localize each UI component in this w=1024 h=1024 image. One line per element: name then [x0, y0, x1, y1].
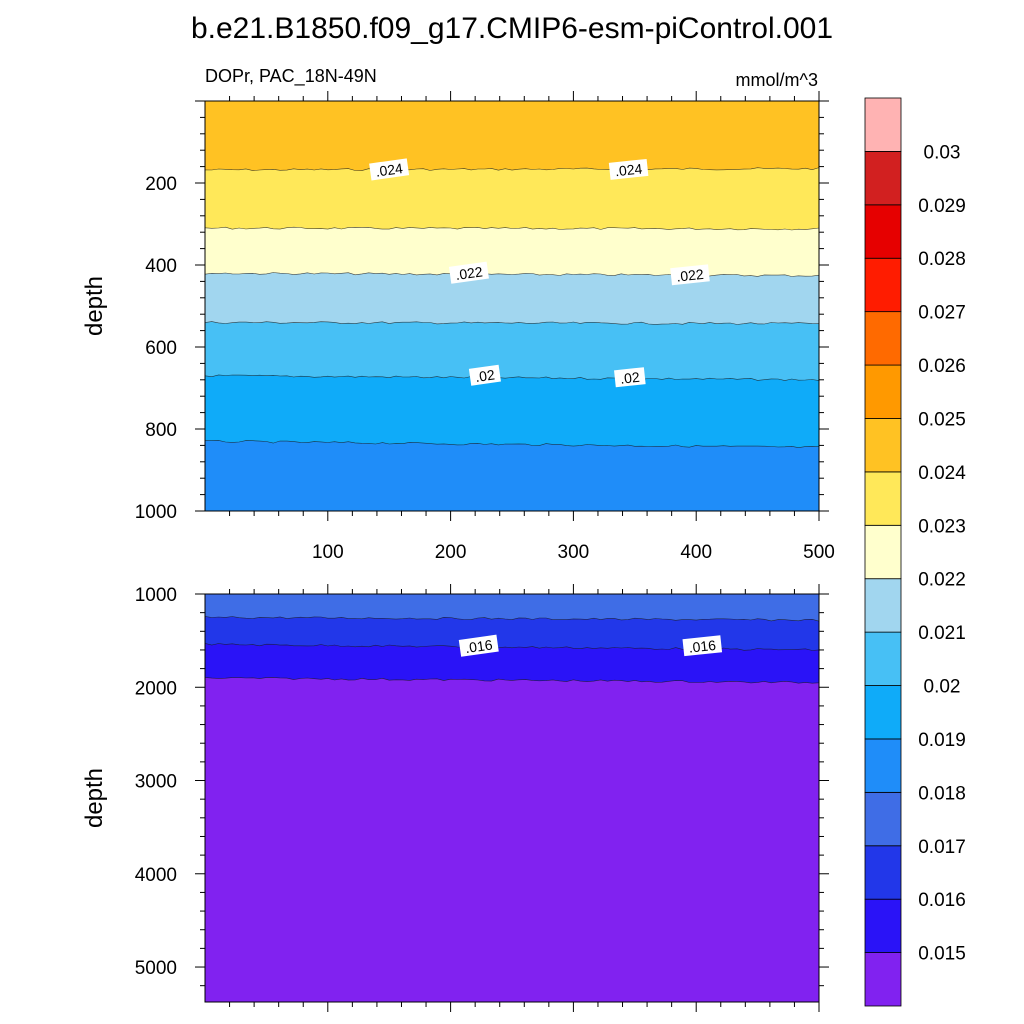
y-tick-label: 4000 [135, 865, 177, 886]
contour-band [205, 677, 819, 1002]
contour-line [204, 374, 820, 381]
colorbar-label: 0.03 [924, 142, 961, 163]
colorbar-label: 0.02 [924, 677, 961, 698]
contour-label-text: .024 [375, 160, 404, 180]
colorbar-swatch [864, 257, 902, 313]
colorbar-label: 0.017 [918, 837, 966, 858]
contour-label: .022 [448, 261, 489, 284]
units-label: mmol/m^3 [736, 70, 818, 90]
colorbar-swatch [864, 578, 902, 633]
colorbar-label: 0.016 [918, 890, 966, 911]
contour-label-box [608, 158, 649, 180]
contour-label-text: .022 [454, 263, 483, 283]
colorbar-label: 0.027 [918, 303, 966, 324]
colorbar-swatch [864, 952, 902, 1007]
contour-label-box [682, 635, 723, 657]
y-tick-label: 800 [145, 420, 177, 441]
colorbar-swatch [864, 738, 902, 793]
y-tick-label: 600 [145, 338, 177, 359]
colorbar-swatch [864, 204, 902, 259]
contour-label-box [369, 158, 410, 181]
variable-region-label: DOPr, PAC_18N-49N [205, 66, 377, 87]
contour-line [204, 167, 820, 171]
colorbar-label: 0.019 [918, 730, 966, 751]
y-tick-label: 5000 [135, 958, 177, 979]
y-tick-label: 1000 [135, 502, 177, 523]
colorbar-swatch [864, 898, 902, 953]
contour-band [205, 440, 819, 511]
contour-label-text: .02 [619, 369, 640, 387]
contour-label: .016 [682, 635, 723, 657]
contour-label-box [458, 634, 499, 657]
contour-label: .022 [670, 264, 710, 286]
colorbar-label: 0.025 [918, 409, 966, 430]
upper-panel: .024 .024 .022 .022 .02 .02 100 200 300 400 500 200… [81, 91, 835, 563]
contour-label: .02 [468, 364, 501, 386]
colorbar-swatch [864, 685, 902, 740]
colorbar-swatch [864, 151, 902, 206]
colorbar-label: 0.028 [918, 249, 966, 270]
y-tick-label: 2000 [135, 678, 177, 699]
contour-label-text: .024 [614, 160, 643, 179]
y-tick-label: 200 [145, 174, 177, 195]
colorbar-swatch [864, 364, 902, 419]
lower-panel: .016 .016 1000 2000 3000 4000 5000 depth [81, 584, 829, 1012]
colorbar-swatch [864, 631, 902, 686]
colorbar-label: 0.022 [918, 570, 966, 591]
contour-label: .024 [608, 158, 649, 180]
contour-label-text: .022 [676, 266, 705, 285]
colorbar-label: 0.021 [918, 623, 966, 644]
y-tick-label: 1000 [135, 585, 177, 606]
colorbar-swatch [864, 845, 902, 900]
x-tick-label: 400 [680, 542, 712, 563]
x-tick-label: 500 [803, 542, 835, 563]
x-tick-label: 100 [312, 542, 344, 563]
contour-label: .016 [458, 634, 499, 657]
y-axis-label: depth [81, 768, 108, 828]
contour-label-text: .016 [464, 636, 493, 656]
colorbar-label: 0.026 [918, 356, 966, 377]
contour-label-text: .016 [688, 637, 717, 656]
y-tick-label: 3000 [135, 772, 177, 793]
y-tick-label: 400 [145, 256, 177, 277]
contour-label-text: .02 [474, 366, 496, 385]
x-tick-label: 200 [435, 542, 467, 563]
contour-line [204, 226, 820, 231]
colorbar-label: 0.018 [918, 783, 966, 804]
y-axis-label: depth [81, 276, 108, 336]
figure-title: b.e21.B1850.f09_g17.CMIP6-esm-piControl.… [191, 12, 833, 45]
contour-line [204, 677, 820, 684]
colorbar-swatch [864, 418, 902, 473]
colorbar-label: 0.024 [918, 463, 966, 484]
colorbar-swatch [864, 791, 902, 847]
plot-frame [204, 100, 820, 512]
contour-label-box [448, 261, 489, 284]
contour-label: .02 [614, 367, 646, 388]
contour-label-box [468, 364, 501, 386]
colorbar-swatch [864, 311, 902, 366]
colorbar-label: 0.015 [918, 944, 966, 965]
contour-label-box [614, 367, 646, 388]
contour-line [204, 440, 820, 449]
contour-line [204, 616, 820, 622]
colorbar-swatch [864, 471, 902, 526]
colorbar-label: 0.029 [918, 196, 966, 217]
contour-line [204, 321, 820, 325]
contour-label-box [670, 264, 710, 286]
x-tick-label: 300 [558, 542, 590, 563]
plot-frame [204, 593, 820, 1003]
colorbar-label: 0.023 [918, 516, 966, 537]
contour-line [204, 272, 820, 277]
colorbar-swatch [864, 524, 902, 580]
contour-label: .024 [369, 158, 410, 181]
colorbar-swatch [864, 97, 902, 152]
colorbar: 0.015 0.016 0.017 0.018 0.019 0.02 0.021 0.022 0… [864, 97, 966, 1007]
